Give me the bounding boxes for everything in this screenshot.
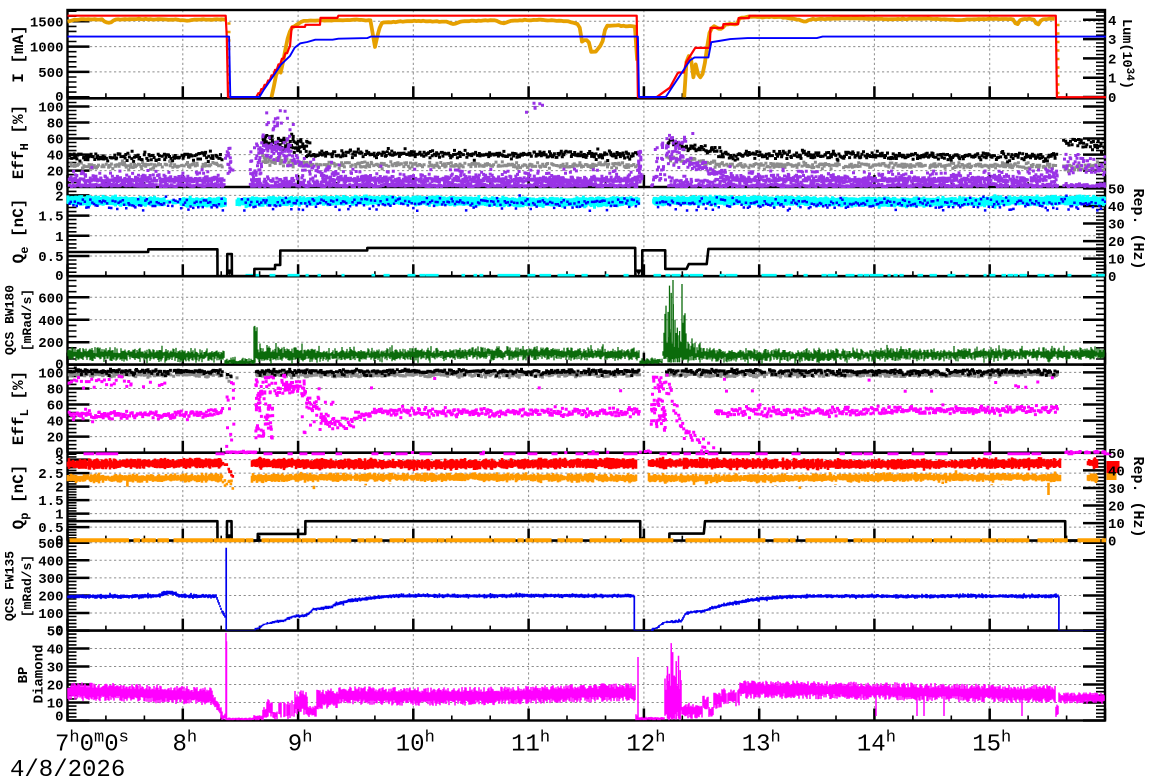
svg-text:200: 200 — [38, 590, 63, 606]
svg-text:[mRad/s]: [mRad/s] — [20, 555, 35, 617]
svg-text:80: 80 — [47, 117, 64, 133]
svg-text:400: 400 — [38, 314, 63, 330]
svg-text:4/8/2026: 4/8/2026 — [10, 757, 125, 782]
svg-text:Rep. (Hz): Rep. (Hz) — [1129, 456, 1146, 537]
svg-text:3: 3 — [1108, 33, 1116, 49]
svg-text:0.5: 0.5 — [38, 250, 63, 266]
svg-text:3: 3 — [55, 454, 63, 470]
svg-text:60: 60 — [47, 133, 64, 149]
svg-text:Rep. (Hz): Rep. (Hz) — [1129, 188, 1146, 269]
svg-text:20: 20 — [1108, 500, 1125, 516]
svg-text:10: 10 — [47, 697, 64, 713]
svg-text:20: 20 — [47, 165, 64, 181]
svg-text:40: 40 — [47, 149, 64, 165]
svg-text:QCS BW180: QCS BW180 — [3, 285, 18, 355]
svg-text:0: 0 — [1108, 91, 1116, 107]
svg-text:0: 0 — [55, 269, 63, 285]
svg-text:200: 200 — [38, 336, 63, 352]
svg-text:20: 20 — [47, 431, 64, 447]
svg-text:1: 1 — [55, 508, 63, 524]
svg-text:10: 10 — [1108, 517, 1125, 533]
svg-text:60: 60 — [47, 399, 64, 415]
svg-text:7h0m0s: 7h0m0s — [55, 729, 129, 759]
svg-text:10: 10 — [1108, 253, 1125, 269]
svg-text:I [mA]: I [mA] — [10, 25, 28, 83]
svg-text:500: 500 — [38, 66, 63, 82]
svg-text:0: 0 — [55, 180, 63, 196]
svg-text:500: 500 — [38, 537, 63, 553]
svg-text:1500: 1500 — [30, 15, 64, 31]
svg-text:40: 40 — [1108, 200, 1125, 216]
svg-text:1.5: 1.5 — [38, 210, 63, 226]
svg-text:Diamond: Diamond — [32, 645, 48, 704]
svg-text:0: 0 — [55, 446, 63, 462]
svg-text:Qe [nC]: Qe [nC] — [10, 199, 32, 264]
svg-text:EffL [%]: EffL [%] — [10, 371, 32, 445]
svg-text:0: 0 — [1108, 535, 1116, 551]
svg-text:0: 0 — [55, 358, 63, 374]
svg-text:EffH [%]: EffH [%] — [10, 105, 32, 179]
svg-text:2: 2 — [1108, 52, 1116, 68]
svg-text:300: 300 — [38, 572, 63, 588]
svg-text:2.5: 2.5 — [38, 467, 63, 483]
svg-text:4: 4 — [1108, 14, 1116, 30]
svg-text:40: 40 — [47, 643, 64, 659]
svg-text:1: 1 — [1108, 72, 1116, 88]
svg-text:0: 0 — [55, 90, 63, 106]
svg-text:0: 0 — [1108, 270, 1116, 286]
svg-text:600: 600 — [38, 291, 63, 307]
svg-text:[mRad/s]: [mRad/s] — [20, 289, 35, 351]
svg-text:Qp [nC]: Qp [nC] — [10, 465, 32, 530]
svg-text:1: 1 — [55, 230, 63, 246]
svg-text:0: 0 — [55, 534, 63, 550]
svg-text:50: 50 — [1108, 182, 1125, 198]
svg-text:400: 400 — [38, 554, 63, 570]
svg-text:30: 30 — [1108, 482, 1125, 498]
svg-text:50: 50 — [47, 625, 64, 641]
svg-text:100: 100 — [38, 101, 63, 117]
svg-text:20: 20 — [47, 679, 64, 695]
svg-text:40: 40 — [1108, 464, 1125, 480]
svg-text:50: 50 — [1108, 447, 1125, 463]
svg-text:100: 100 — [38, 366, 63, 382]
svg-text:40: 40 — [47, 415, 64, 431]
svg-text:80: 80 — [47, 383, 64, 399]
svg-text:0: 0 — [55, 624, 63, 640]
svg-text:30: 30 — [47, 661, 64, 677]
svg-text:100: 100 — [38, 607, 63, 623]
svg-text:2: 2 — [55, 481, 63, 497]
svg-text:0: 0 — [55, 710, 63, 726]
svg-text:0.5: 0.5 — [38, 521, 63, 537]
svg-text:1.5: 1.5 — [38, 494, 63, 510]
svg-text:12h: 12h — [626, 729, 665, 759]
svg-text:1000: 1000 — [30, 41, 64, 57]
svg-text:BP: BP — [16, 667, 32, 684]
svg-text:10h: 10h — [396, 729, 435, 759]
svg-text:QCS FW135: QCS FW135 — [3, 551, 18, 621]
svg-text:20: 20 — [1108, 235, 1125, 251]
svg-text:30: 30 — [1108, 218, 1125, 234]
svg-text:2: 2 — [55, 189, 63, 205]
